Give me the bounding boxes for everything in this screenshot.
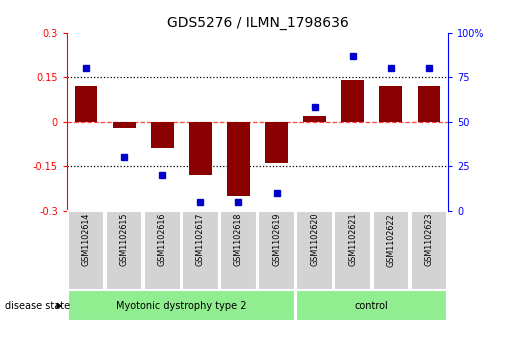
Bar bbox=[151, 122, 174, 148]
Bar bbox=[67, 290, 295, 321]
Text: Myotonic dystrophy type 2: Myotonic dystrophy type 2 bbox=[116, 301, 247, 311]
Bar bbox=[113, 122, 135, 127]
Text: GSM1102620: GSM1102620 bbox=[310, 213, 319, 266]
Text: GSM1102621: GSM1102621 bbox=[348, 213, 357, 266]
Text: GSM1102618: GSM1102618 bbox=[234, 213, 243, 266]
Text: control: control bbox=[355, 301, 389, 311]
Title: GDS5276 / ILMN_1798636: GDS5276 / ILMN_1798636 bbox=[167, 16, 348, 30]
Text: GSM1102614: GSM1102614 bbox=[81, 213, 91, 266]
Bar bbox=[410, 211, 448, 290]
Text: GSM1102619: GSM1102619 bbox=[272, 213, 281, 266]
Text: disease state: disease state bbox=[5, 301, 70, 311]
Bar bbox=[418, 86, 440, 122]
Bar bbox=[106, 211, 143, 290]
Bar bbox=[144, 211, 181, 290]
Bar bbox=[67, 211, 105, 290]
Bar bbox=[220, 211, 257, 290]
Bar bbox=[296, 290, 448, 321]
Bar bbox=[265, 122, 288, 163]
Bar bbox=[380, 86, 402, 122]
Bar bbox=[341, 80, 364, 122]
Bar bbox=[258, 211, 295, 290]
Text: GSM1102615: GSM1102615 bbox=[119, 213, 129, 266]
Bar bbox=[75, 86, 97, 122]
Bar bbox=[372, 211, 409, 290]
Text: GSM1102616: GSM1102616 bbox=[158, 213, 167, 266]
Bar bbox=[227, 122, 250, 196]
Text: GSM1102617: GSM1102617 bbox=[196, 213, 205, 266]
Text: GSM1102623: GSM1102623 bbox=[424, 213, 434, 266]
Bar bbox=[189, 122, 212, 175]
Bar bbox=[296, 211, 333, 290]
Bar bbox=[334, 211, 371, 290]
Text: GSM1102622: GSM1102622 bbox=[386, 213, 396, 266]
Bar bbox=[303, 116, 326, 122]
Bar bbox=[182, 211, 219, 290]
